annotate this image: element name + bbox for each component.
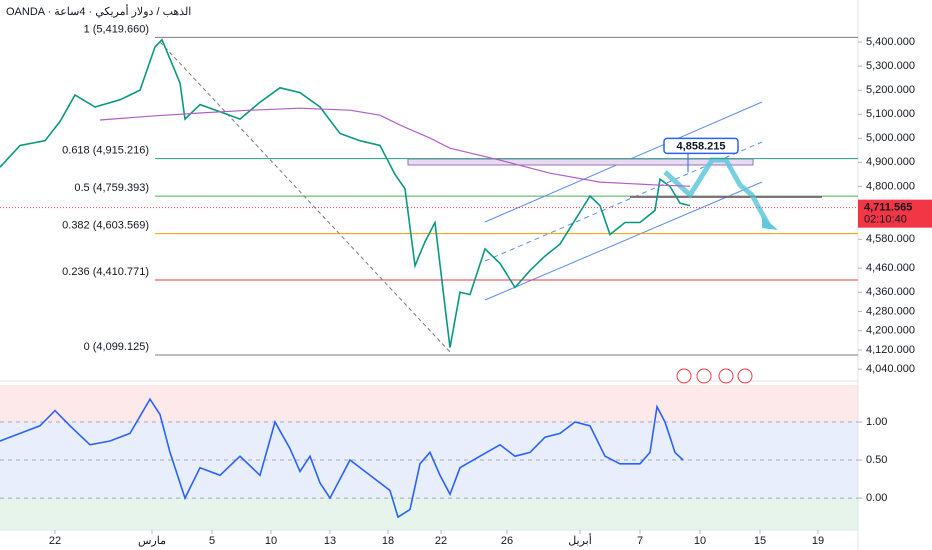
fib-label: 0.5 (4,759.393): [74, 182, 149, 194]
x-tick-label: 22: [435, 535, 447, 547]
x-tick-label: 7: [637, 535, 643, 547]
series-line: [99, 107, 691, 187]
x-tick-label: 10: [265, 535, 277, 547]
overbought-zone: [0, 385, 858, 422]
y-tick-label: 1.00: [866, 416, 887, 428]
y-tick-label: 0.00: [866, 492, 887, 504]
fib-label: 0 (4,099.125): [84, 341, 149, 353]
x-tick-label: 10: [694, 535, 706, 547]
y-tick-label: 5,100.000: [866, 108, 915, 120]
x-tick-label: 19: [812, 535, 824, 547]
event-icon: [696, 368, 712, 384]
chart-title: OANDA · الذهب / دولار أمريكي · 4ساعة: [6, 4, 191, 18]
event-icon: [718, 368, 734, 384]
fib-label: 0.236 (4,410.771): [62, 266, 149, 278]
projection-arrow: [762, 216, 778, 230]
oversold-zone: [0, 498, 858, 530]
fib-trend-line: [159, 41, 451, 353]
x-tick-label: 5: [209, 535, 215, 547]
x-tick-label: 13: [324, 535, 336, 547]
y-tick-label: 4,360.000: [866, 286, 915, 298]
annotation-label: 4,858.215: [677, 140, 726, 152]
y-tick-label: 4,280.000: [866, 305, 915, 317]
x-tick-label: 26: [501, 535, 513, 547]
event-icons: [676, 368, 753, 384]
y-tick-label: 4,580.000: [866, 233, 915, 245]
countdown: 02:10:40: [864, 214, 907, 226]
x-tick-label: 22: [49, 535, 61, 547]
annotation-box: [663, 137, 739, 155]
y-tick-label: 4,120.000: [866, 344, 915, 356]
y-tick-label: 5,000.000: [866, 132, 915, 144]
series-line: [0, 38, 691, 348]
y-tick-label: 4,900.000: [866, 156, 915, 168]
y-tick-label: 4,200.000: [866, 325, 915, 337]
event-icon: [737, 368, 753, 384]
series-line: [0, 397, 684, 519]
fib-label: 1 (5,419.660): [84, 23, 149, 35]
x-tick-label: 15: [754, 535, 766, 547]
fib-label: 0.382 (4,603.569): [62, 220, 149, 232]
y-tick-label: 5,400.000: [866, 36, 915, 48]
last-price-box: [858, 199, 932, 228]
y-tick-label: 4,800.000: [866, 180, 915, 192]
zone-box: [407, 158, 754, 166]
last-price-label: 4,711.565: [864, 202, 912, 214]
y-tick-label: 4,460.000: [866, 262, 915, 274]
y-tick-label: 0.50: [866, 454, 887, 466]
fib-label: 0.618 (4,915.216): [62, 145, 149, 157]
x-tick-label: أبريل: [568, 533, 592, 547]
x-tick-label: مارس: [138, 535, 166, 547]
projection-path: [663, 157, 773, 230]
y-tick-label: 5,300.000: [866, 60, 915, 72]
y-tick-label: 5,200.000: [866, 84, 915, 96]
y-tick-label: 4,040.000: [866, 363, 915, 375]
event-icon: [676, 368, 692, 384]
x-tick-label: 18: [382, 535, 394, 547]
